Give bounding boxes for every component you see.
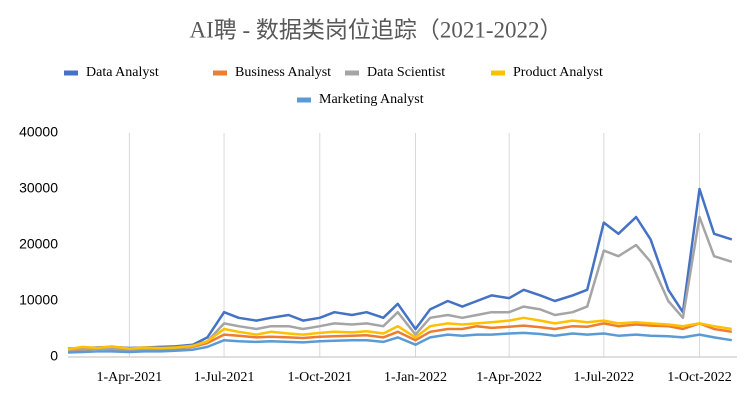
- y-tick-label: 10000: [19, 292, 58, 308]
- legend-label: Data Scientist: [367, 65, 445, 80]
- x-tick-label: 1-Oct-2022: [667, 370, 732, 385]
- chart-title: AI聘 - 数据类岗位追踪（2021-2022）: [189, 17, 562, 42]
- legend-label: Product Analyst: [513, 65, 603, 80]
- x-tick-label: 1-Jul-2021: [194, 370, 255, 385]
- series-line: [67, 316, 732, 351]
- legend-label: Marketing Analyst: [319, 92, 424, 107]
- series-line: [67, 215, 733, 351]
- y-tick-label: 20000: [19, 236, 58, 252]
- x-tick-label: 1-Apr-2021: [96, 370, 162, 385]
- legend-label: Business Analyst: [235, 65, 331, 80]
- series-line: [67, 331, 732, 354]
- y-tick-label: 40000: [19, 124, 58, 140]
- x-tick-label: 1-Oct-2021: [288, 370, 353, 385]
- y-tick-label: 30000: [19, 180, 58, 196]
- x-tick-label: 1-Jan-2022: [384, 370, 447, 385]
- y-tick-label: 0: [50, 348, 58, 364]
- x-tick-label: 1-Apr-2022: [476, 370, 542, 385]
- x-tick-label: 1-Jul-2022: [573, 370, 634, 385]
- legend-label: Data Analyst: [86, 65, 159, 80]
